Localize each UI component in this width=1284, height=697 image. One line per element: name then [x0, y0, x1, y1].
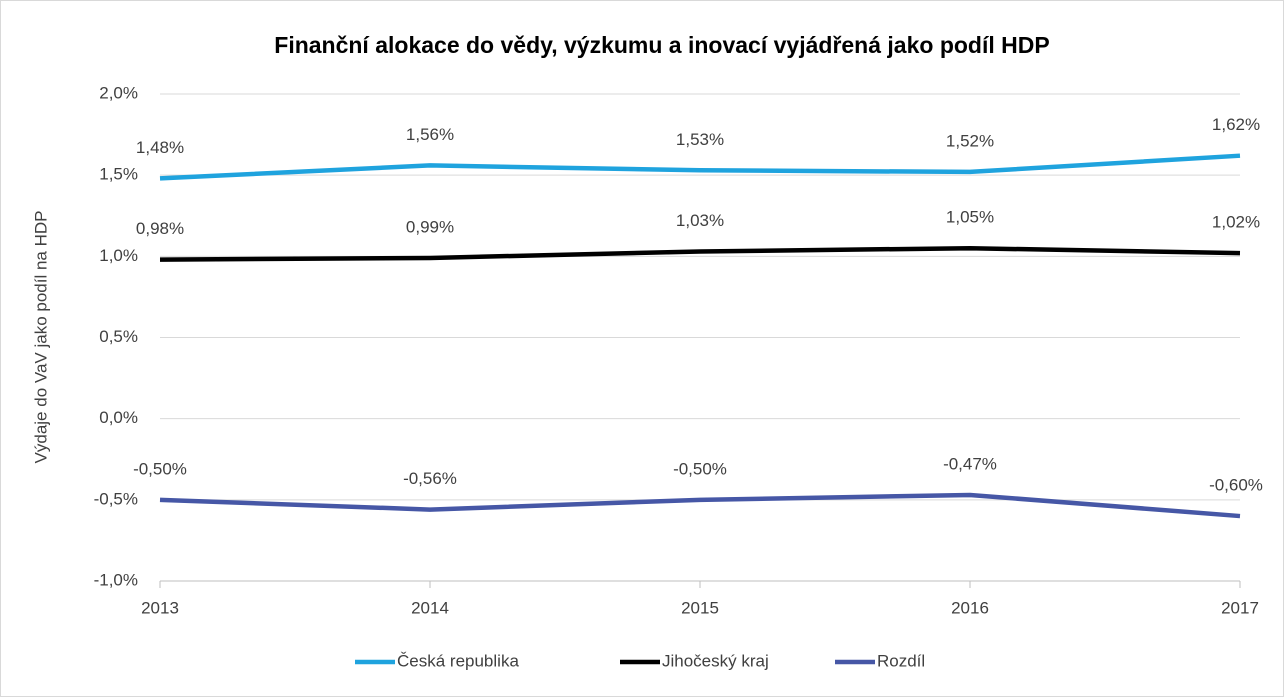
- data-label: -0,50%: [133, 459, 187, 478]
- data-label: 1,48%: [136, 138, 184, 157]
- series-line: [159, 492, 1241, 519]
- data-label: -0,60%: [1209, 476, 1263, 495]
- y-axis-label: Výdaje do VaV jako podíl na HDP: [31, 211, 50, 464]
- y-tick-label: 1,5%: [99, 165, 138, 184]
- data-label: 1,03%: [676, 211, 724, 230]
- series-line: [159, 153, 1241, 181]
- data-label: 1,56%: [406, 125, 454, 144]
- data-label: 1,05%: [946, 208, 994, 227]
- y-tick-label: 2,0%: [99, 83, 138, 102]
- data-label: -0,50%: [673, 459, 727, 478]
- legend-label: Jihočeský kraj: [662, 651, 769, 670]
- y-tick-label: 0,0%: [99, 408, 138, 427]
- series-line: [159, 245, 1241, 262]
- data-label: 1,02%: [1212, 213, 1260, 232]
- x-tick-label: 2015: [681, 598, 719, 617]
- y-tick-label: 1,0%: [99, 246, 138, 265]
- y-tick-label: -1,0%: [94, 570, 138, 589]
- data-label: 1,62%: [1212, 115, 1260, 134]
- data-label: -0,56%: [403, 469, 457, 488]
- data-label: 0,99%: [406, 217, 454, 236]
- legend-label: Rozdíl: [877, 651, 925, 670]
- x-tick-label: 2013: [141, 598, 179, 617]
- data-label: 1,53%: [676, 130, 724, 149]
- data-label: 1,52%: [946, 131, 994, 150]
- x-tick-label: 2016: [951, 598, 989, 617]
- y-tick-label: -0,5%: [94, 489, 138, 508]
- data-label: 0,98%: [136, 219, 184, 238]
- x-tick-label: 2014: [411, 598, 449, 617]
- chart-title: Finanční alokace do vědy, výzkumu a inov…: [274, 32, 1049, 58]
- data-label: -0,47%: [943, 454, 997, 473]
- y-tick-label: 0,5%: [99, 327, 138, 346]
- legend-label: Česká republika: [397, 651, 519, 670]
- x-tick-label: 2017: [1221, 598, 1259, 617]
